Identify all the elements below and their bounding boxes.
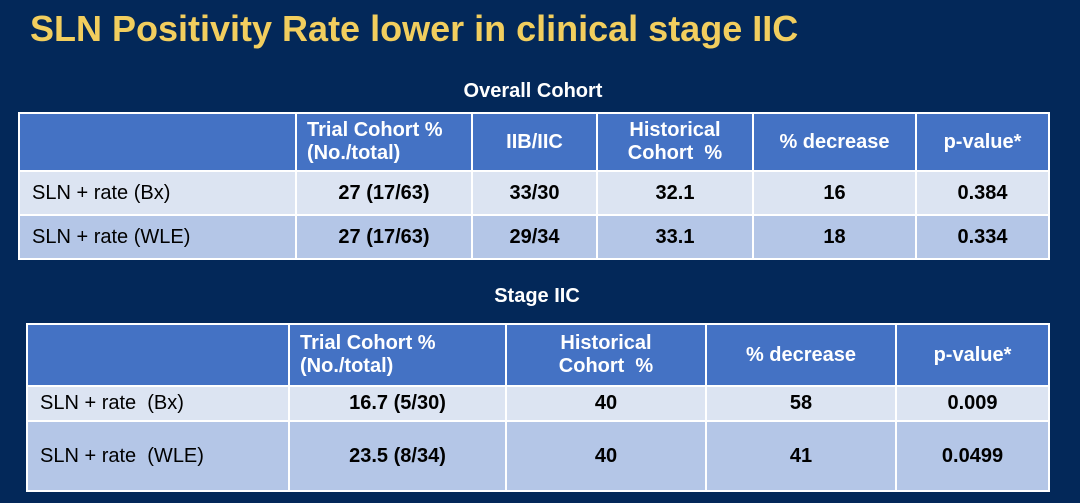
cell-value: 27 (17/63) [295, 170, 473, 216]
cell-value: 0.334 [915, 214, 1050, 260]
stage-iic-table: Trial Cohort % (No./total) Historical Co… [26, 323, 1050, 492]
cell-value: 32.1 [596, 170, 754, 216]
stage-header-p-value: p-value* [895, 323, 1050, 387]
cell-value: 33/30 [471, 170, 598, 216]
cell-value: 0.0499 [895, 420, 1050, 492]
cell-value: 40 [505, 420, 707, 492]
cell-value: 41 [705, 420, 897, 492]
overall-header-empty [18, 112, 297, 172]
cell-value: 16 [752, 170, 917, 216]
stage-header-historical-cohort: Historical Cohort % [505, 323, 707, 387]
table-row: SLN + rate (WLE) 27 (17/63) 29/34 33.1 1… [18, 214, 1050, 260]
overall-header-p-value: p-value* [915, 112, 1050, 172]
cell-value: 29/34 [471, 214, 598, 260]
overall-cohort-table: Trial Cohort % (No./total) IIB/IIC Histo… [18, 112, 1050, 260]
overall-header-row: Trial Cohort % (No./total) IIB/IIC Histo… [18, 112, 1050, 172]
cell-value: 33.1 [596, 214, 754, 260]
cell-value: 23.5 (8/34) [288, 420, 507, 492]
cell-value: 0.384 [915, 170, 1050, 216]
cell-value: 0.009 [895, 385, 1050, 422]
overall-header-historical-cohort: Historical Cohort % [596, 112, 754, 172]
overall-header-trial-cohort: Trial Cohort % (No./total) [295, 112, 473, 172]
row-label-sln-rate-wle: SLN + rate (WLE) [18, 214, 297, 260]
table-row: SLN + rate (Bx) 16.7 (5/30) 40 58 0.009 [26, 385, 1050, 422]
stage-header-pct-decrease: % decrease [705, 323, 897, 387]
table-row: SLN + rate (Bx) 27 (17/63) 33/30 32.1 16… [18, 170, 1050, 216]
cell-value: 40 [505, 385, 707, 422]
stage-header-row: Trial Cohort % (No./total) Historical Co… [26, 323, 1050, 387]
cell-value: 58 [705, 385, 897, 422]
row-label-sln-rate-bx: SLN + rate (Bx) [18, 170, 297, 216]
overall-cohort-caption: Overall Cohort [463, 80, 603, 102]
cell-value: 16.7 (5/30) [288, 385, 507, 422]
overall-header-iib-iic: IIB/IIC [471, 112, 598, 172]
cell-value: 27 (17/63) [295, 214, 473, 260]
stage-header-empty [26, 323, 290, 387]
row-label-sln-rate-wle: SLN + rate (WLE) [26, 420, 290, 492]
row-label-sln-rate-bx: SLN + rate (Bx) [26, 385, 290, 422]
table-row: SLN + rate (WLE) 23.5 (8/34) 40 41 0.049… [26, 420, 1050, 492]
stage-iic-caption: Stage IIC [494, 285, 580, 307]
stage-header-trial-cohort: Trial Cohort % (No./total) [288, 323, 507, 387]
slide-title: SLN Positivity Rate lower in clinical st… [30, 8, 799, 49]
overall-header-pct-decrease: % decrease [752, 112, 917, 172]
cell-value: 18 [752, 214, 917, 260]
